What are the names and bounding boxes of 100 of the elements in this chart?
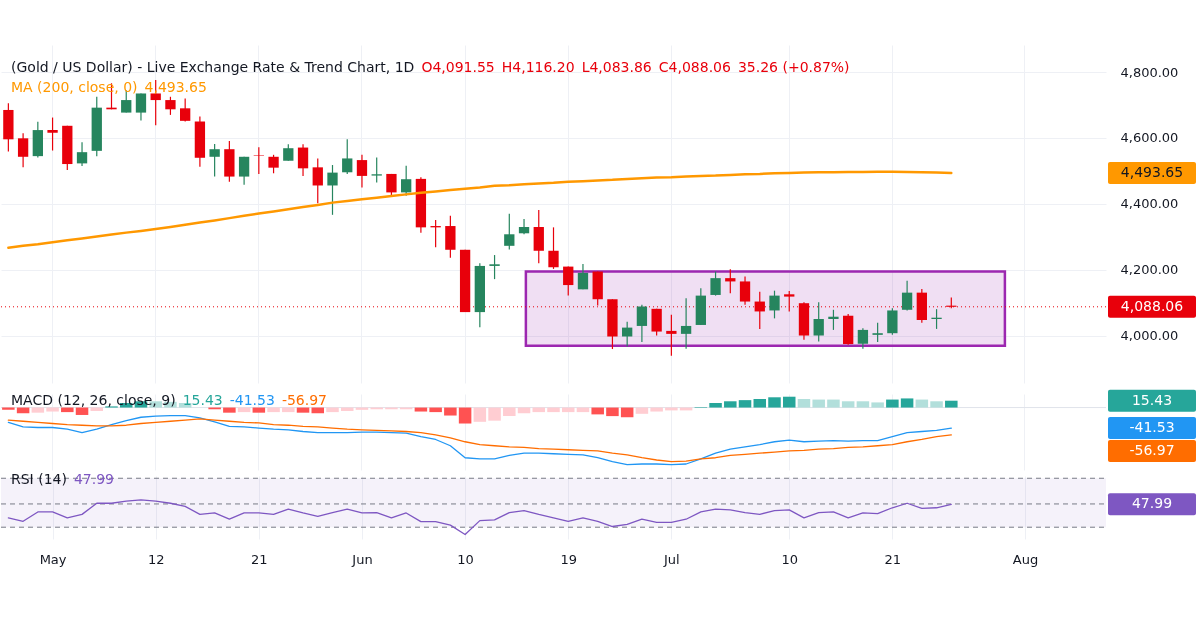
bar [547,407,560,413]
bar [488,407,501,421]
candlestick [828,309,839,331]
candlestick [327,164,338,216]
bar [724,401,737,408]
ref-line-label: 4,088.06 [1120,297,1184,314]
bar [61,407,74,413]
candlestick [769,290,780,319]
x-tick-label: 19 [560,551,578,567]
candlestick [76,141,88,167]
annotation: 35.26 (+0.87%) [737,59,850,75]
chart-title: RSI (14) [11,471,67,487]
text: 47.99 [1131,495,1173,512]
candlestick [651,308,662,337]
bar [900,398,914,408]
bar [296,407,310,413]
bar [856,401,870,408]
bar [738,400,752,408]
candlestick [533,209,544,264]
bar [812,399,825,408]
text: 15.43 [1131,391,1173,408]
candlestick [887,307,898,336]
candlestick [813,301,824,343]
bar [635,407,649,414]
bar [915,399,929,408]
bar [282,407,295,413]
text: -56.97 [1129,442,1175,459]
candlestick [445,215,456,259]
bar [2,407,15,410]
candlestick [857,327,869,350]
candlestick [680,297,692,350]
candlestick [356,154,368,189]
candlestick [563,266,574,297]
candlestick [872,322,883,343]
x-tick-label: Aug [1012,551,1039,567]
bar [709,402,722,408]
bar [768,397,781,408]
x-tick-label: 21 [884,551,902,567]
text: 47.99 [73,471,115,487]
candlestick [901,280,913,312]
y-tick-label: 4,200.00 [1120,262,1179,278]
x-tick-label: May [39,551,67,567]
candlestick [238,156,250,186]
bar [458,407,472,424]
x-tick-label: Jul [663,551,680,567]
bar [444,407,457,416]
bar [782,396,796,408]
y-tick-label: 4,600.00 [1120,130,1179,146]
candlestick [312,157,323,204]
candlestick [180,97,191,123]
bar [414,407,428,412]
text: -41.53 [1129,419,1175,436]
bar [429,407,442,413]
x-tick-label: Jun [351,551,373,567]
bar [223,407,236,413]
x-tick-label: 12 [147,551,165,567]
candlestick [253,146,264,175]
line-series [7,170,953,250]
bar [31,407,45,413]
bar [606,407,619,417]
y-tick-label: 4,000.00 [1120,328,1179,344]
candlestick [165,96,176,116]
candlestick [548,226,559,270]
candlestick [17,132,29,168]
x-tick-label: 21 [251,551,268,567]
annotation: O4,091.55 [421,59,495,75]
annotation: -56.97 [281,392,328,408]
annotation: -41.53 [229,392,275,408]
bar [503,407,516,417]
bar [46,407,59,412]
bar [252,407,266,413]
bar [267,407,280,413]
candlestick [710,270,721,297]
bar [871,402,884,408]
candlestick [666,314,677,357]
candlestick [297,143,309,177]
candlestick [504,213,515,251]
annotation: C4,088.06 [658,59,731,75]
candlestick [268,154,279,174]
candlestick [577,263,589,290]
y-tick-label: 4,400.00 [1120,196,1179,212]
bar [841,401,855,408]
candlestick [342,138,353,175]
annotation: 15.43 [182,392,223,408]
candlestick [636,304,648,343]
bar [473,407,487,422]
bar [827,399,840,408]
candlestick [47,116,58,152]
bar [797,399,811,408]
x-tick-label: 10 [457,551,474,567]
candlestick [784,290,795,313]
text: (Gold / US Dollar) - Live Exchange Rate & Trend Chart, 1D [11,59,415,75]
annotation: H4,116.20 [501,59,575,75]
bar [75,407,89,415]
bar [650,407,663,412]
candlestick [371,156,382,184]
annotation: L4,083.86 [581,59,652,75]
text: 4,493.65 [1120,164,1184,181]
bar [326,407,339,413]
candlestick [622,321,633,347]
